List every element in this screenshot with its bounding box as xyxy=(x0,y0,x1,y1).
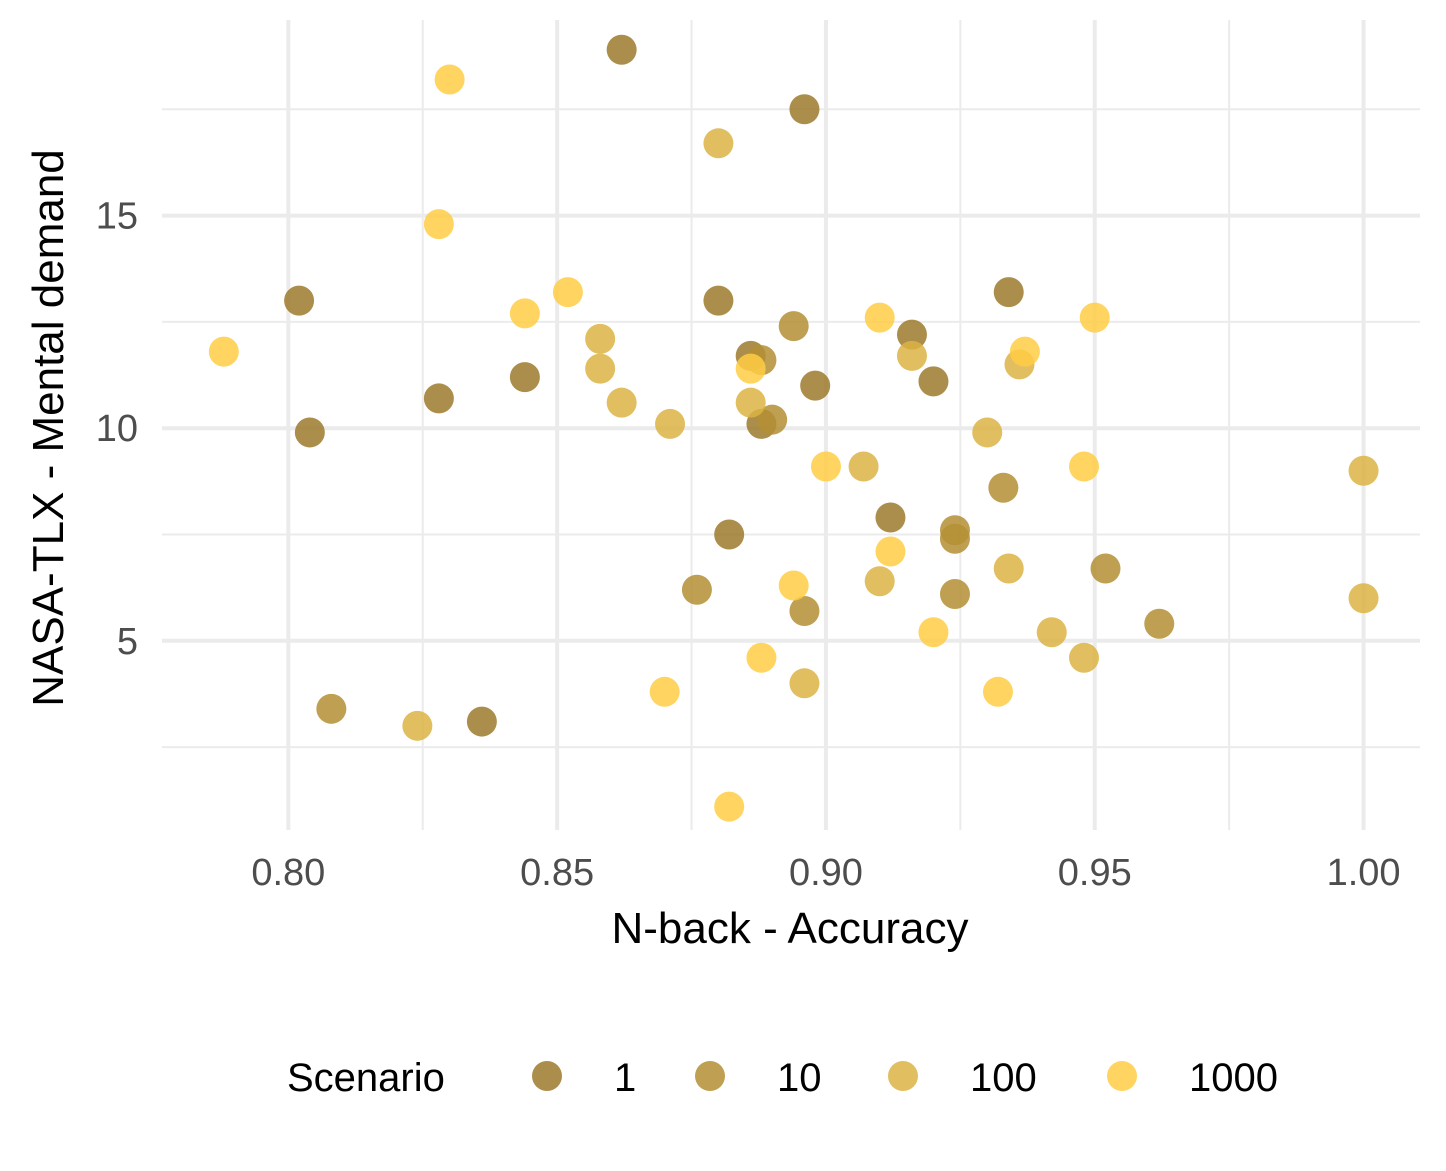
data-point-scenario-10 xyxy=(316,693,347,724)
data-point-scenario-1 xyxy=(714,519,745,550)
legend-label-100: 100 xyxy=(970,1056,1037,1100)
data-point-scenario-1000 xyxy=(778,570,809,601)
legend: Scenario 1 10 100 1000 xyxy=(287,1056,1278,1100)
grid-lines xyxy=(162,20,1420,830)
data-point-scenario-100 xyxy=(655,408,686,439)
data-point-scenario-1000 xyxy=(864,302,895,333)
data-point-scenario-1 xyxy=(918,366,949,397)
legend-items: 1 10 100 1000 xyxy=(532,1056,1278,1100)
data-point-scenario-1 xyxy=(896,319,927,350)
data-point-scenario-100 xyxy=(1348,583,1379,614)
data-point-scenario-100 xyxy=(1036,617,1067,648)
y-axis-title: NASA-TLX - Mental demand xyxy=(24,149,73,707)
x-tick-label: 0.85 xyxy=(520,852,594,894)
data-point-scenario-100 xyxy=(606,387,637,418)
x-axis-title: N-back - Accuracy xyxy=(612,904,969,953)
data-point-scenario-100 xyxy=(585,323,616,354)
y-axis-tick-labels: 5 10 15 xyxy=(96,196,138,663)
y-tick-label: 5 xyxy=(117,621,138,663)
data-point-scenario-1000 xyxy=(1079,302,1110,333)
data-point-scenario-1 xyxy=(800,370,831,401)
data-point-scenario-10 xyxy=(681,574,712,605)
data-point-scenario-10 xyxy=(939,579,970,610)
data-point-scenario-100 xyxy=(402,710,433,741)
data-point-scenario-10 xyxy=(1144,608,1175,639)
data-point-scenario-1000 xyxy=(982,676,1013,707)
x-tick-label: 0.80 xyxy=(251,852,325,894)
data-point-scenario-1 xyxy=(703,285,734,316)
data-point-scenario-1 xyxy=(294,417,325,448)
data-point-scenario-10 xyxy=(789,596,820,627)
legend-label-1: 1 xyxy=(614,1056,636,1100)
data-point-scenario-1 xyxy=(993,277,1024,308)
data-point-scenario-1000 xyxy=(918,617,949,648)
data-point-scenario-1000 xyxy=(434,64,465,95)
data-point-scenario-1000 xyxy=(1068,451,1099,482)
legend-key-10 xyxy=(695,1061,725,1091)
data-point-scenario-1000 xyxy=(208,336,239,367)
data-point-scenario-100 xyxy=(585,353,616,384)
data-point-scenario-1000 xyxy=(1009,336,1040,367)
data-point-scenario-1000 xyxy=(735,353,766,384)
data-point-scenario-1 xyxy=(875,502,906,533)
data-point-scenario-100 xyxy=(864,566,895,597)
x-tick-label: 1.00 xyxy=(1327,852,1401,894)
data-point-scenario-1000 xyxy=(509,298,540,329)
data-point-scenario-100 xyxy=(735,387,766,418)
y-tick-label: 15 xyxy=(96,196,138,238)
data-point-scenario-100 xyxy=(972,417,1003,448)
data-point-scenario-1000 xyxy=(810,451,841,482)
data-point-scenario-100 xyxy=(1068,642,1099,673)
data-point-scenario-100 xyxy=(789,668,820,699)
data-point-scenario-1000 xyxy=(875,536,906,567)
data-point-scenario-1 xyxy=(606,34,637,65)
data-point-scenario-1 xyxy=(284,285,315,316)
data-point-scenario-100 xyxy=(848,451,879,482)
data-point-scenario-10 xyxy=(939,523,970,554)
data-point-scenario-1 xyxy=(466,706,497,737)
data-point-scenario-100 xyxy=(993,553,1024,584)
data-point-scenario-1 xyxy=(789,94,820,125)
data-point-scenario-1 xyxy=(509,362,540,393)
x-tick-label: 0.95 xyxy=(1058,852,1132,894)
data-point-scenario-10 xyxy=(757,404,788,435)
data-point-scenario-100 xyxy=(703,128,734,159)
legend-key-100 xyxy=(888,1061,918,1091)
data-point-scenario-10 xyxy=(778,311,809,342)
data-point-scenario-10 xyxy=(1090,553,1121,584)
data-point-scenario-100 xyxy=(1348,455,1379,486)
data-point-scenario-10 xyxy=(988,472,1019,503)
data-point-scenario-1 xyxy=(423,383,454,414)
legend-label-10: 10 xyxy=(777,1056,822,1100)
data-point-scenario-1000 xyxy=(746,642,777,673)
legend-label-1000: 1000 xyxy=(1189,1056,1278,1100)
x-axis-tick-labels: 0.80 0.85 0.90 0.95 1.00 xyxy=(251,852,1400,894)
data-point-scenario-100 xyxy=(896,340,927,371)
legend-title: Scenario xyxy=(287,1056,445,1100)
x-tick-label: 0.90 xyxy=(789,852,863,894)
data-point-scenario-1000 xyxy=(714,791,745,822)
y-tick-label: 10 xyxy=(96,408,138,450)
data-point-scenario-1000 xyxy=(649,676,680,707)
data-points xyxy=(208,34,1379,822)
data-point-scenario-1000 xyxy=(423,209,454,240)
data-point-scenario-1000 xyxy=(552,277,583,308)
legend-key-1 xyxy=(532,1061,562,1091)
legend-key-1000 xyxy=(1107,1061,1137,1091)
